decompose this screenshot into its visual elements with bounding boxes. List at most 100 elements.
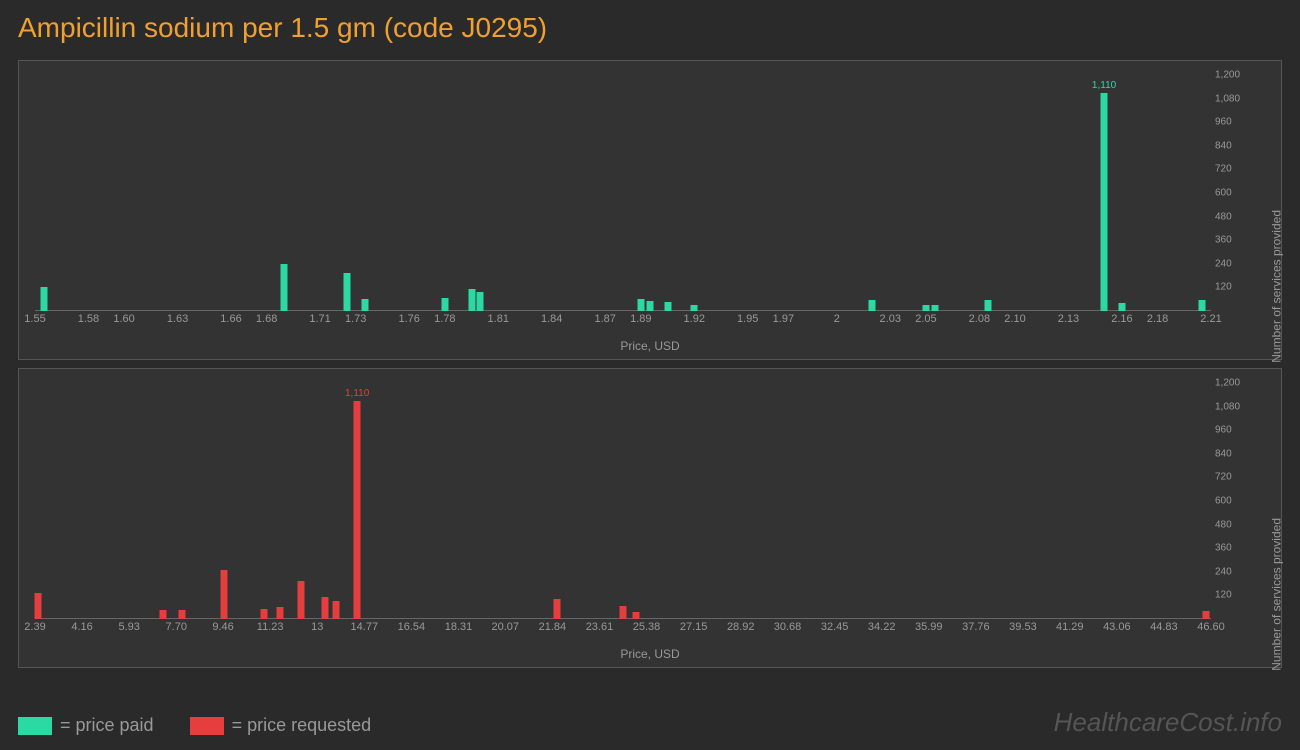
- bar: [1202, 611, 1209, 619]
- legend-paid-label: = price paid: [60, 715, 154, 736]
- bar: [664, 302, 671, 311]
- bar: 1,110: [1101, 93, 1108, 311]
- bar: [361, 299, 368, 311]
- bar: [1199, 300, 1206, 311]
- bar: [298, 581, 305, 619]
- x-tick: 2.08: [969, 313, 990, 325]
- bar: [633, 612, 640, 619]
- swatch-paid: [18, 717, 52, 735]
- bar: [620, 606, 627, 619]
- x-tick: 1.92: [684, 313, 705, 325]
- watermark: HealthcareCost.info: [1054, 707, 1282, 738]
- bar: [261, 609, 268, 619]
- x-tick: 2.16: [1111, 313, 1132, 325]
- x-tick: 2.21: [1200, 313, 1221, 325]
- x-tick: 1.66: [220, 313, 241, 325]
- x-tick: 25.38: [633, 621, 661, 633]
- y-tick: 480: [1215, 519, 1232, 530]
- x-tick: 43.06: [1103, 621, 1131, 633]
- x-tick: 1.95: [737, 313, 758, 325]
- bar: [477, 292, 484, 311]
- legend-requested-label: = price requested: [232, 715, 372, 736]
- bar: [40, 287, 47, 311]
- x-tick: 1.73: [345, 313, 366, 325]
- bar: [221, 570, 228, 619]
- legend: = price paid = price requested: [18, 715, 371, 736]
- page-title: Ampicillin sodium per 1.5 gm (code J0295…: [0, 0, 1300, 52]
- y-tick: 1,080: [1215, 401, 1240, 412]
- x-tick: 1.89: [630, 313, 651, 325]
- x-tick: 28.92: [727, 621, 755, 633]
- bar: [159, 610, 166, 619]
- y-tick: 960: [1215, 117, 1232, 128]
- x-tick: 14.77: [351, 621, 379, 633]
- x-tick: 2.03: [880, 313, 901, 325]
- chart2-y-label: Number of services provided: [1270, 518, 1284, 671]
- chart1-x-label: Price, USD: [620, 339, 679, 353]
- x-tick: 46.60: [1197, 621, 1225, 633]
- x-tick: 34.22: [868, 621, 896, 633]
- legend-paid: = price paid: [18, 715, 154, 736]
- bar: [646, 301, 653, 311]
- x-tick: 21.84: [539, 621, 567, 633]
- x-tick: 1.87: [594, 313, 615, 325]
- x-tick: 1.78: [434, 313, 455, 325]
- y-tick: 1,200: [1215, 378, 1240, 389]
- x-tick: 9.46: [212, 621, 233, 633]
- bar: [985, 300, 992, 311]
- bar: [1118, 303, 1125, 311]
- x-tick: 1.81: [488, 313, 509, 325]
- x-tick: 16.54: [398, 621, 426, 633]
- x-tick: 1.68: [256, 313, 277, 325]
- y-tick: 240: [1215, 258, 1232, 269]
- x-tick: 1.97: [773, 313, 794, 325]
- x-tick: 39.53: [1009, 621, 1037, 633]
- x-tick: 1.84: [541, 313, 562, 325]
- bar: [343, 273, 350, 311]
- x-tick: 2.39: [24, 621, 45, 633]
- x-tick: 1.55: [24, 313, 45, 325]
- y-tick: 1,200: [1215, 70, 1240, 81]
- y-tick: 240: [1215, 566, 1232, 577]
- x-tick: 1.60: [113, 313, 134, 325]
- x-tick: 2.05: [915, 313, 936, 325]
- bar: [178, 610, 185, 619]
- chart1-y-label: Number of services provided: [1270, 210, 1284, 363]
- x-tick: 2: [834, 313, 840, 325]
- bar: [441, 298, 448, 311]
- bar: [468, 289, 475, 311]
- x-tick: 30.68: [774, 621, 802, 633]
- x-tick: 37.76: [962, 621, 990, 633]
- bar: [281, 264, 288, 311]
- x-tick: 13: [311, 621, 323, 633]
- x-tick: 2.10: [1004, 313, 1025, 325]
- y-tick: 720: [1215, 472, 1232, 483]
- x-tick: 4.16: [71, 621, 92, 633]
- y-tick: 120: [1215, 282, 1232, 293]
- x-tick: 1.71: [309, 313, 330, 325]
- x-tick: 1.58: [78, 313, 99, 325]
- x-tick: 35.99: [915, 621, 943, 633]
- x-tick: 1.63: [167, 313, 188, 325]
- x-tick: 11.23: [257, 621, 284, 633]
- x-tick: 18.31: [445, 621, 473, 633]
- chart2-x-label: Price, USD: [620, 647, 679, 661]
- y-tick: 360: [1215, 235, 1232, 246]
- chart-paid: 1,110 1.55 1.58 1.60 1.63 1.66 1.68 1.71 1.73 1.…: [18, 60, 1282, 360]
- y-tick: 360: [1215, 543, 1232, 554]
- legend-requested: = price requested: [190, 715, 372, 736]
- x-tick: 5.93: [118, 621, 139, 633]
- x-tick: 44.83: [1150, 621, 1178, 633]
- x-tick: 2.13: [1058, 313, 1079, 325]
- x-tick: 7.70: [166, 621, 187, 633]
- bar: [276, 607, 283, 619]
- y-tick: 720: [1215, 164, 1232, 175]
- y-tick: 600: [1215, 188, 1232, 199]
- bar: [322, 597, 329, 619]
- y-tick: 1,080: [1215, 93, 1240, 104]
- bar-value-label: 1,110: [345, 388, 369, 399]
- bar: 1,110: [354, 401, 361, 619]
- x-tick: 20.07: [492, 621, 520, 633]
- x-tick: 41.29: [1056, 621, 1084, 633]
- x-tick: 32.45: [821, 621, 849, 633]
